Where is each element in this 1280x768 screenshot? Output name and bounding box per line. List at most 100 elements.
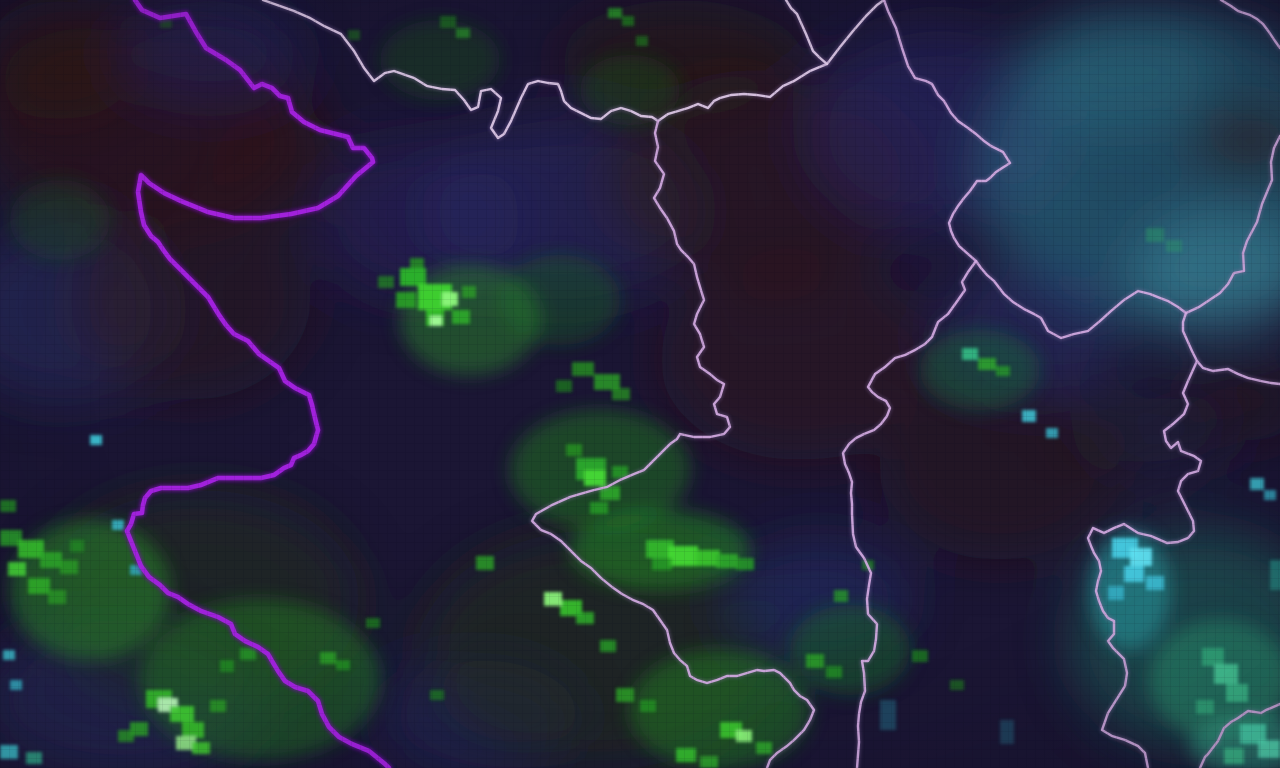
precip-pixel	[668, 546, 698, 566]
precip-pixel	[396, 292, 416, 308]
precip-pixel	[220, 660, 234, 672]
district-border-east-spur	[1195, 359, 1280, 386]
precip-pixel	[996, 366, 1010, 376]
precip-pixel	[1130, 548, 1152, 566]
cloud-region	[1190, 100, 1280, 180]
precip-pixel	[636, 36, 648, 46]
precip-pixel	[736, 558, 754, 570]
precip-pixel	[410, 258, 424, 268]
precip-pixel	[1258, 740, 1280, 758]
precip-pixel	[594, 374, 620, 390]
precip-pixel	[556, 380, 572, 392]
precip-pixel	[130, 565, 142, 575]
precip-pixel	[646, 540, 674, 558]
precip-pixel	[576, 612, 594, 624]
precip-pixel	[1202, 648, 1224, 666]
precip-pixel	[112, 520, 124, 530]
precip-pixel	[456, 28, 470, 38]
precip-pixel	[622, 16, 634, 26]
cloud-region	[70, 200, 310, 400]
precip-pixel	[1166, 240, 1182, 252]
precip-pixel	[584, 470, 606, 486]
precip-pixel	[590, 502, 608, 514]
precip-pixel	[430, 690, 444, 700]
precip-pixel	[694, 550, 720, 566]
precip-pixel	[3, 650, 15, 660]
precip-pixel	[1108, 586, 1124, 600]
precip-glow-layer	[10, 20, 1280, 768]
district-border-north-fork	[784, 0, 829, 66]
precip-pixel	[176, 736, 196, 750]
cloud-region	[880, 380, 1120, 560]
precip-pixel	[1046, 428, 1058, 438]
precip-pixel	[160, 18, 172, 28]
cloud-region	[0, 0, 140, 120]
precip-pixel	[676, 748, 696, 762]
precip-pixel	[612, 388, 630, 400]
precip-pixel	[8, 562, 26, 576]
precip-pixel	[806, 654, 824, 668]
district-border-northeast-corner	[1219, 0, 1280, 50]
precip-pixel	[366, 618, 380, 628]
precip-pixel	[210, 700, 226, 712]
precip-pixel	[0, 745, 18, 759]
precip-pixel	[826, 666, 842, 678]
precip-field	[630, 650, 810, 768]
precip-pixel	[336, 660, 350, 670]
precip-field	[140, 600, 380, 760]
precip-pixel	[240, 648, 256, 660]
precip-pixel	[192, 742, 210, 754]
precip-pixel	[700, 756, 718, 768]
precip-pixel	[1022, 410, 1036, 422]
precip-pixel	[978, 358, 996, 370]
district-border-central-east-border	[882, 0, 1188, 340]
precip-pixel	[880, 700, 896, 730]
precip-pixel	[400, 268, 426, 286]
precip-pixel	[348, 30, 360, 40]
precip-pixel	[130, 722, 148, 736]
precip-pixel	[566, 444, 582, 456]
precip-pixel	[1124, 566, 1144, 582]
cloud-region	[210, 110, 350, 230]
precip-pixel	[962, 348, 978, 360]
precip-pixel	[600, 640, 616, 652]
precip-pixel	[182, 722, 204, 738]
precip-pixel	[40, 552, 62, 568]
precip-pixel	[1264, 490, 1276, 500]
district-border-mid-east-border	[841, 259, 978, 768]
precip-pixel	[652, 558, 672, 570]
precip-pixels-layer	[0, 8, 1280, 768]
precip-pixel	[912, 650, 928, 662]
precip-pixel	[60, 560, 78, 574]
precip-pixel	[26, 752, 42, 764]
cloud-region	[660, 260, 940, 460]
precip-pixel	[544, 592, 562, 606]
precip-pixel	[170, 706, 194, 722]
precip-pixel	[1146, 576, 1164, 590]
precip-pixel	[1270, 560, 1280, 590]
precip-pixel	[640, 700, 656, 712]
precip-pixel	[18, 540, 44, 558]
precip-pixel	[48, 590, 66, 604]
precip-pixel	[1250, 478, 1264, 490]
precip-pixel	[834, 590, 848, 602]
precip-pixel	[756, 742, 772, 754]
precip-pixel	[440, 16, 456, 28]
precip-pixel	[1146, 228, 1164, 242]
precip-pixel	[430, 316, 442, 326]
district-border-east-south-border	[1086, 311, 1203, 768]
precip-pixel	[452, 310, 470, 324]
precip-pixel	[1000, 720, 1014, 744]
precip-pixel	[1224, 748, 1244, 764]
precip-pixel	[1226, 684, 1248, 702]
district-border-northwest-border	[261, 0, 886, 140]
precip-pixel	[716, 554, 738, 568]
precip-pixel	[950, 680, 964, 690]
precip-pixel	[476, 556, 494, 570]
precip-pixel	[736, 730, 752, 742]
precip-pixel	[118, 730, 134, 742]
precip-pixel	[28, 578, 50, 594]
district-border-east-inflow	[1184, 134, 1280, 315]
